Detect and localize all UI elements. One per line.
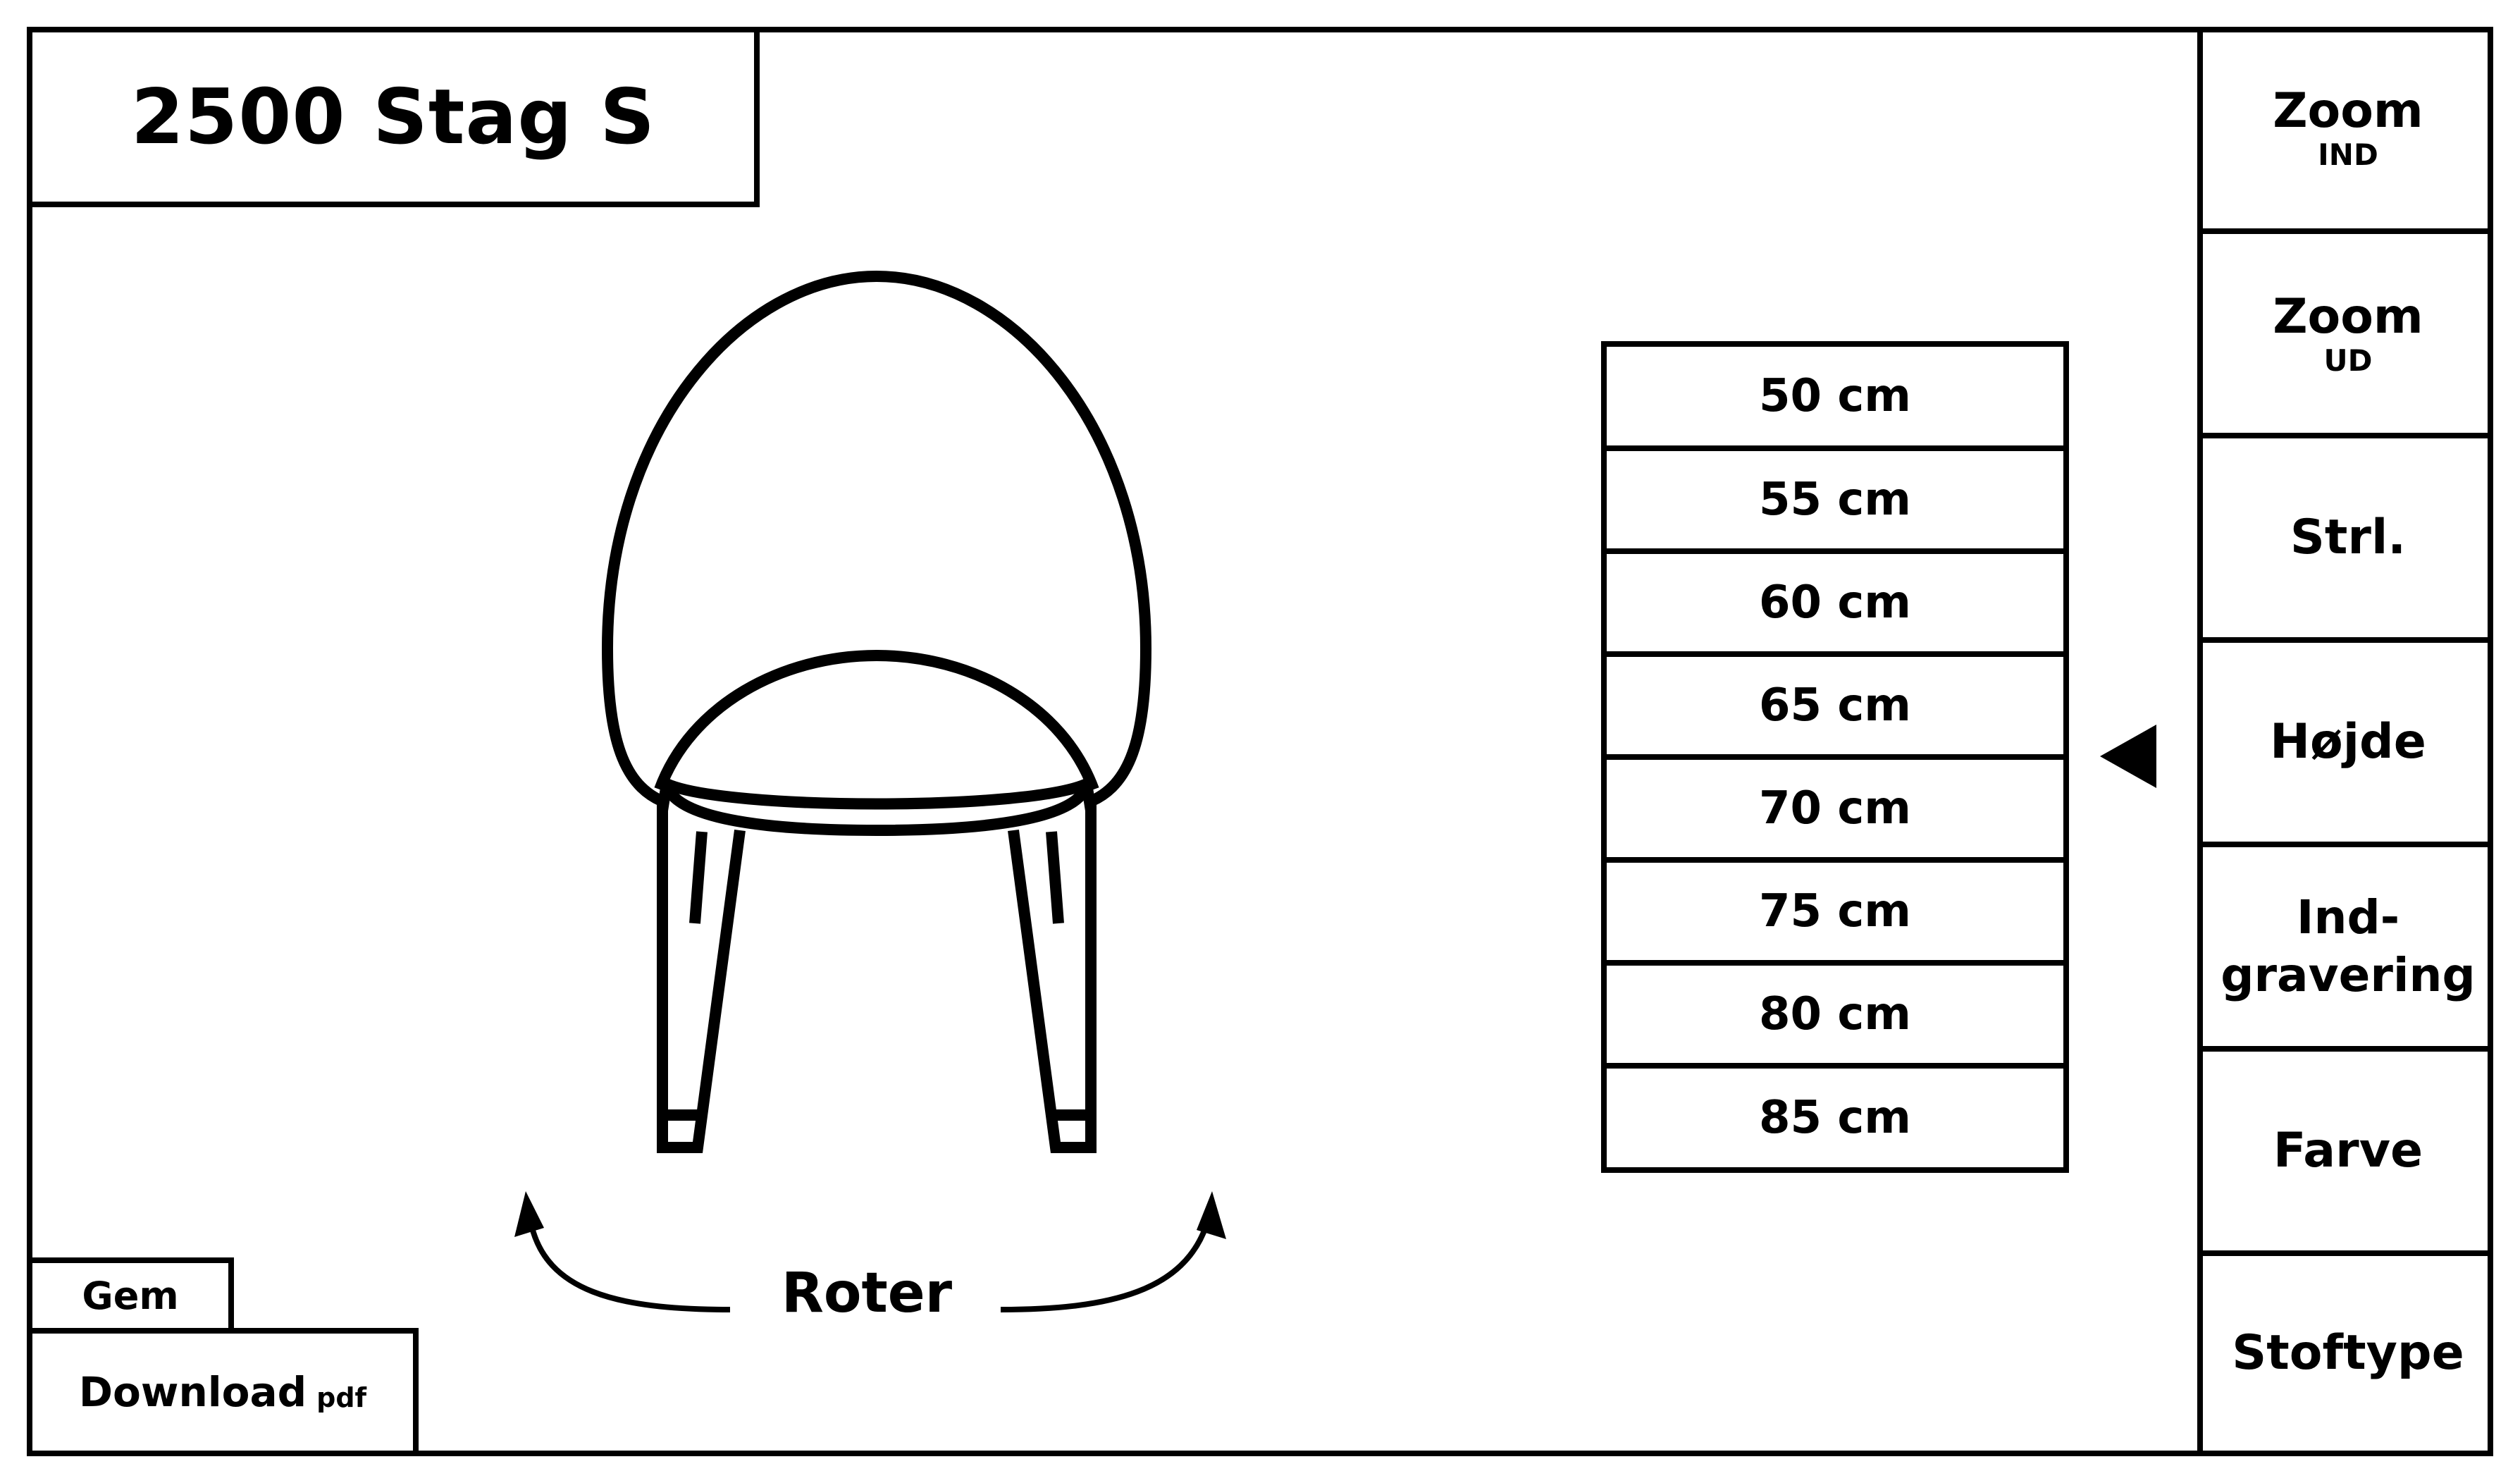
height-option-85[interactable]: 85 cm (1759, 1092, 1911, 1144)
height-label: Højde (2270, 713, 2426, 770)
size-button[interactable]: Strl. (2203, 438, 2493, 643)
engraving-button[interactable]: Ind- gravering (2203, 847, 2493, 1052)
triangle-left-icon (2100, 725, 2156, 788)
fabric-button[interactable]: Stoftype (2203, 1256, 2493, 1451)
height-option-60[interactable]: 60 cm (1607, 554, 2063, 657)
save-label: Gem (82, 1273, 179, 1318)
height-option-65[interactable]: 65 cm (1607, 657, 2063, 760)
size-label: Strl. (2290, 509, 2407, 565)
height-option-75[interactable]: 75 cm (1607, 863, 2063, 966)
zoom-out-label: Zoom (2273, 288, 2423, 345)
chair-illustration (601, 271, 1152, 1153)
engraving-label-line1: Ind- (2296, 890, 2400, 944)
color-button[interactable]: Farve (2203, 1052, 2493, 1256)
rotate-arrows-icon[interactable] (493, 1156, 1254, 1367)
canvas-frame (27, 27, 2493, 1456)
download-format-label: pdf (316, 1382, 367, 1413)
sidebar: Zoom IND Zoom UD Strl. Højde Ind- graver… (2197, 27, 2493, 1456)
height-option-70[interactable]: 70 cm (1607, 760, 2063, 863)
engraving-label-line2: gravering (2221, 948, 2476, 1002)
height-option-80[interactable]: 80 cm (1607, 966, 2063, 1069)
height-options-list: 50 cm 55 cm 60 cm 65 cm 70 cm 75 cm 80 c… (1601, 341, 2069, 1173)
color-label: Farve (2273, 1122, 2423, 1179)
download-pdf-button[interactable]: Download pdf (27, 1328, 419, 1456)
fabric-label: Stoftype (2232, 1324, 2464, 1381)
height-option-55[interactable]: 55 cm (1607, 451, 2063, 554)
zoom-out-button[interactable]: Zoom UD (2203, 234, 2493, 438)
zoom-out-sublabel: UD (2323, 343, 2373, 378)
zoom-in-label: Zoom (2273, 82, 2423, 139)
download-label: Download (78, 1368, 307, 1416)
zoom-in-button[interactable]: Zoom IND (2203, 27, 2493, 234)
save-button[interactable]: Gem (27, 1257, 234, 1334)
rotate-label[interactable]: Roter (781, 1262, 953, 1325)
zoom-in-sublabel: IND (2318, 137, 2378, 172)
product-title: 2500 Stag S (130, 73, 656, 161)
product-title-box: 2500 Stag S (27, 27, 760, 207)
height-option-50[interactable]: 50 cm (1607, 347, 2063, 451)
height-button[interactable]: Højde (2203, 643, 2493, 847)
